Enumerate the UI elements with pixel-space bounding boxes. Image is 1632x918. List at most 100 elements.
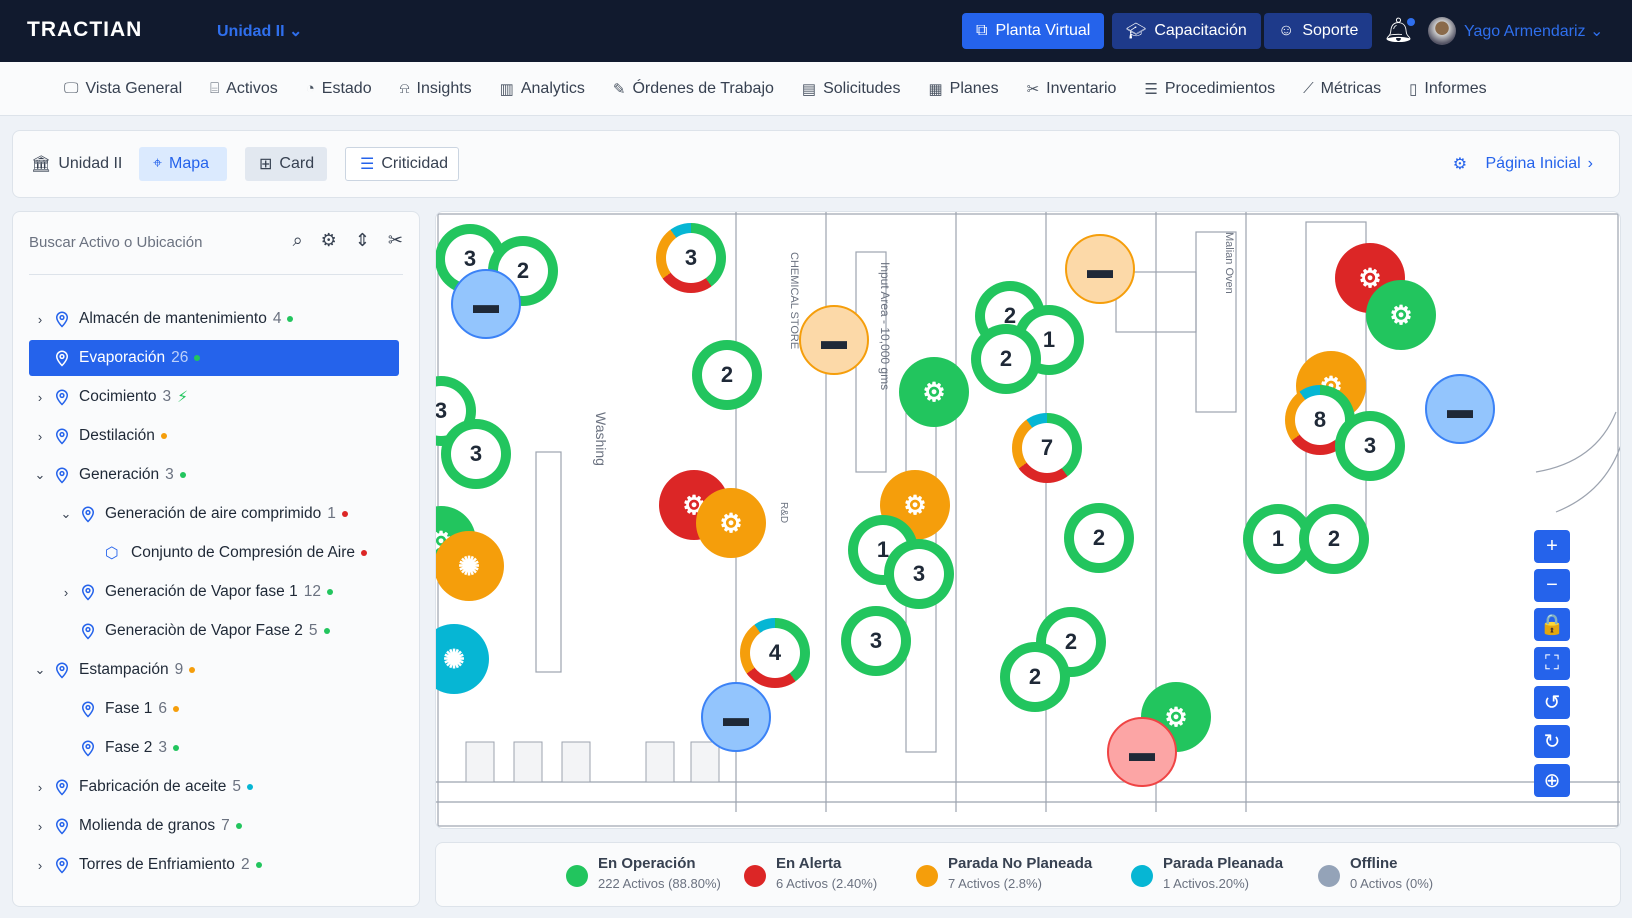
- asset-marker[interactable]: 3: [841, 606, 911, 676]
- tab-criticidad[interactable]: ☰ Criticidad: [345, 147, 459, 181]
- tree-item[interactable]: › Torres de Enfriamiento 2: [29, 847, 399, 883]
- asset-marker[interactable]: 3: [656, 223, 726, 293]
- chevron-icon[interactable]: ›: [37, 428, 43, 444]
- chevron-icon[interactable]: ⌄: [60, 506, 72, 521]
- asset-marker[interactable]: ⚙: [696, 488, 766, 558]
- asset-marker[interactable]: ▬: [1065, 234, 1135, 304]
- asset-marker[interactable]: ▬: [451, 269, 521, 339]
- asset-marker[interactable]: 2: [1299, 504, 1369, 574]
- marker-count: 3: [666, 233, 716, 283]
- tree-item[interactable]: ⌄ Estampación 9: [29, 652, 399, 688]
- unit-breadcrumb[interactable]: 🏛︎ Unidad II: [17, 147, 136, 181]
- edit-icon: ✎: [612, 80, 626, 98]
- asset-marker[interactable]: 3: [884, 539, 954, 609]
- nav-item[interactable]: ⌸ Activos: [210, 80, 278, 98]
- nav-item[interactable]: ⟋ Métricas: [1303, 80, 1381, 98]
- nav-item[interactable]: ✎ Órdenes de Trabajo: [613, 80, 774, 98]
- tree-item[interactable]: › Fabricación de aceite 5: [29, 769, 399, 805]
- notification-dot: [1407, 18, 1416, 26]
- chevron-icon[interactable]: ›: [37, 389, 43, 405]
- soporte-button[interactable]: ☺ Soporte: [1264, 13, 1373, 49]
- tree-item[interactable]: Evaporación 26: [29, 340, 399, 376]
- asset-marker[interactable]: ▬: [701, 682, 771, 752]
- item-label: Almacén de mantenimiento: [79, 310, 267, 327]
- nav-item[interactable]: ✂ Inventario: [1027, 80, 1117, 98]
- asset-marker[interactable]: 2: [1064, 503, 1134, 573]
- marker-count: 2: [981, 334, 1031, 384]
- nav-item[interactable]: ☰ Procedimientos: [1144, 80, 1275, 98]
- rotate-left-button[interactable]: ↺: [1534, 686, 1570, 719]
- tab-card[interactable]: ⊞ Card: [245, 147, 327, 181]
- chevron-icon[interactable]: ›: [37, 779, 43, 795]
- chevron-icon[interactable]: ›: [37, 857, 43, 873]
- nav-item[interactable]: ▯ Informes: [1409, 80, 1487, 98]
- location-pin-icon: [81, 740, 95, 757]
- tree-item[interactable]: Fase 2 3: [29, 730, 399, 766]
- tree-item[interactable]: ⌄ Generación 3: [29, 457, 399, 493]
- add-button[interactable]: ⊕: [1534, 764, 1570, 797]
- tree-item[interactable]: › Generación de Vapor fase 1 12: [29, 574, 399, 610]
- nav-item[interactable]: ▥ Analytics: [500, 80, 585, 98]
- add-icon: ⊕: [1543, 770, 1561, 792]
- asset-marker[interactable]: ▬: [1425, 374, 1495, 444]
- home-page-link[interactable]: ⚙ Página Inicial ›: [1439, 147, 1607, 181]
- chevron-icon[interactable]: ›: [37, 311, 43, 327]
- asset-marker[interactable]: 2: [692, 340, 762, 410]
- capacitacion-button[interactable]: 🎓︎ Capacitación: [1112, 13, 1261, 49]
- planta-virtual-button[interactable]: ⧉ Planta Virtual: [962, 13, 1105, 49]
- tree-item[interactable]: Generaciòn de Vapor Fase 2 5: [29, 613, 399, 649]
- monitor-icon: 🖵: [64, 80, 79, 97]
- gear-icon[interactable]: ⚙: [320, 230, 337, 250]
- chevron-icon[interactable]: ›: [63, 584, 69, 600]
- avatar[interactable]: [1428, 17, 1456, 45]
- tree-item[interactable]: ⬡ Conjunto de Compresión de Aire: [29, 535, 399, 571]
- search-icon[interactable]: ⌕: [292, 230, 303, 250]
- fullscreen-button[interactable]: ⛶: [1534, 647, 1570, 680]
- chevron-icon[interactable]: ⌄: [34, 662, 46, 677]
- zoom-out-button[interactable]: −: [1534, 569, 1570, 602]
- tree-item[interactable]: › Molienda de granos 7: [29, 808, 399, 844]
- checklist-icon: ☰: [1144, 80, 1158, 98]
- asset-marker[interactable]: 3: [1335, 411, 1405, 481]
- asset-marker[interactable]: ⚙: [899, 357, 969, 427]
- asset-marker[interactable]: 2: [971, 324, 1041, 394]
- asset-marker[interactable]: ⚙: [1366, 280, 1436, 350]
- asset-marker[interactable]: ✺: [436, 624, 489, 694]
- unit-selector[interactable]: Unidad II ⌄: [217, 21, 302, 41]
- tree-item[interactable]: › Almacén de mantenimiento 4: [29, 301, 399, 337]
- search-input[interactable]: Buscar Activo o Ubicación: [29, 234, 203, 251]
- chevron-icon[interactable]: ›: [37, 818, 43, 834]
- asset-marker[interactable]: 7: [1012, 413, 1082, 483]
- location-pin-icon: [55, 428, 69, 445]
- asset-marker[interactable]: ▬: [799, 305, 869, 375]
- asset-marker[interactable]: ▬: [1107, 717, 1177, 787]
- asset-marker[interactable]: ✺: [436, 531, 504, 601]
- nav-item[interactable]: ▦ Planes: [928, 80, 998, 98]
- nav-item[interactable]: ▤ Solicitudes: [802, 80, 901, 98]
- asset-marker[interactable]: 2: [1000, 642, 1070, 712]
- nav-item[interactable]: ◔ Estado: [306, 80, 372, 98]
- button-label: Planta Virtual: [995, 22, 1091, 39]
- zoom-in-button[interactable]: +: [1534, 530, 1570, 563]
- collapse-icon[interactable]: ⇕: [354, 230, 370, 250]
- tree-item[interactable]: › Cocimiento 3 ⚡︎: [29, 379, 399, 415]
- router-icon: ▬: [1447, 393, 1473, 424]
- chevron-icon[interactable]: ⌄: [34, 467, 46, 482]
- tree-item[interactable]: Fase 1 6: [29, 691, 399, 727]
- tree-item[interactable]: › Destilación: [29, 418, 399, 454]
- map-label: R&D: [778, 502, 789, 523]
- location-pin-icon: [55, 779, 69, 796]
- user-menu[interactable]: Yago Armendariz ⌄: [1464, 21, 1603, 41]
- tree-item[interactable]: ⌄ Generación de aire comprimido 1: [29, 496, 399, 532]
- tools-icon[interactable]: ✂: [387, 230, 403, 250]
- rotate-right-button[interactable]: ↻: [1534, 725, 1570, 758]
- floor-plan-map[interactable]: Washing CHEMICAL STORE Input Area - 10,0…: [435, 211, 1621, 829]
- marker-count: 8: [1295, 395, 1345, 445]
- asset-marker[interactable]: 4: [740, 618, 810, 688]
- bell-icon[interactable]: 🔔︎: [1383, 17, 1416, 44]
- asset-marker[interactable]: 3: [441, 419, 511, 489]
- tab-mapa[interactable]: ⌖ Mapa: [139, 147, 227, 181]
- nav-item[interactable]: ⍾ Insights: [400, 80, 472, 98]
- lock-button[interactable]: 🔒: [1534, 608, 1570, 641]
- nav-item[interactable]: 🖵 Vista General: [64, 80, 182, 98]
